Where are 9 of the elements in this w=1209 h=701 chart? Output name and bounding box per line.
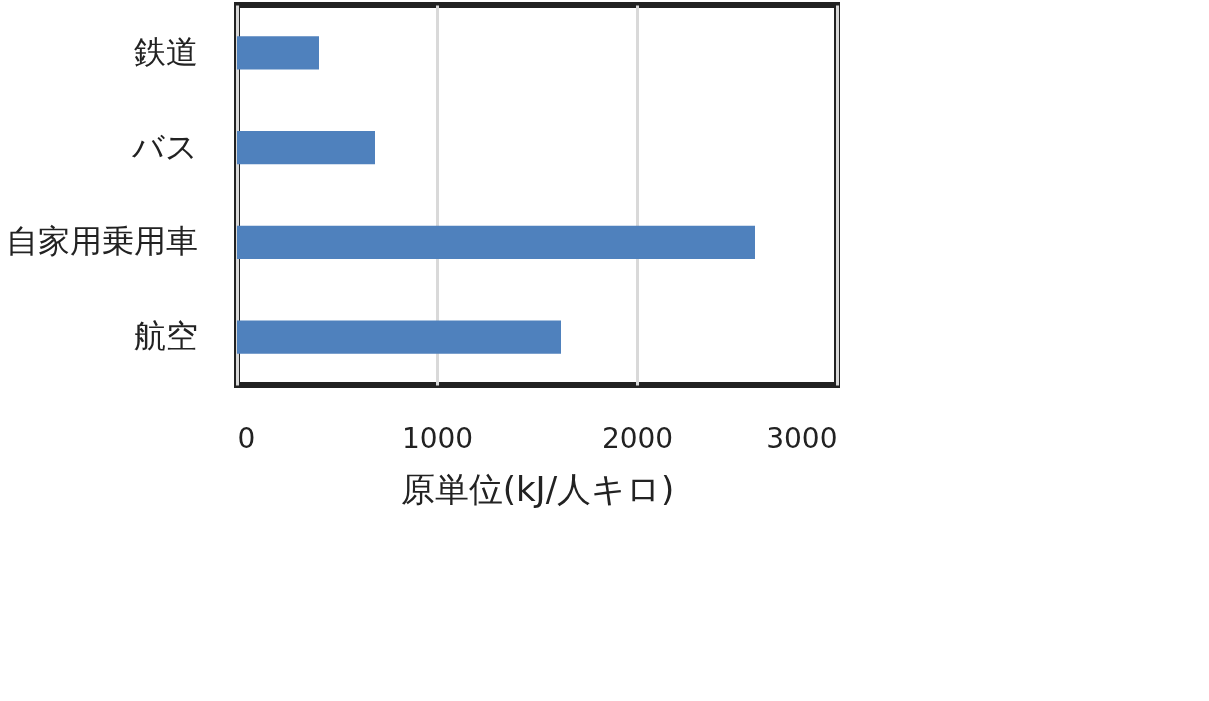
- x-tick-label: 2000: [601, 421, 674, 455]
- x-tick-label: 1000: [401, 421, 474, 455]
- y-tick-label: バス: [130, 127, 198, 166]
- x-tick-label: 3000: [766, 421, 838, 455]
- y-tick-label: 鉄道: [133, 32, 198, 71]
- y-tick-label: 航空: [133, 317, 198, 356]
- y-tick-label: 自家用乗用車: [5, 222, 198, 261]
- x-tick-label: 0: [237, 421, 256, 455]
- x-axis-title: 原単位(kJ/人キロ): [400, 468, 675, 509]
